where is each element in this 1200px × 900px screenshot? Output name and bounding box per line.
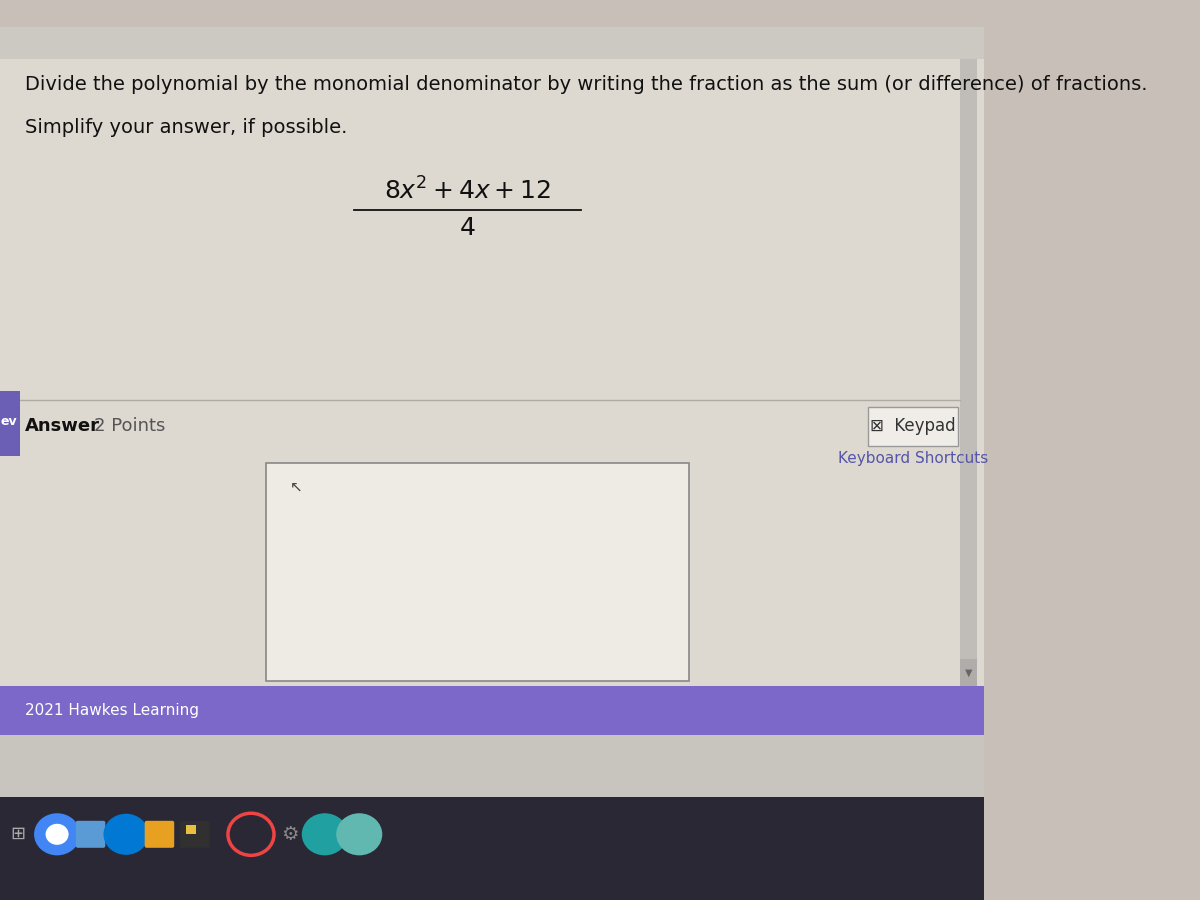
Circle shape <box>103 814 149 855</box>
FancyBboxPatch shape <box>76 821 106 848</box>
FancyBboxPatch shape <box>180 821 210 848</box>
Text: ev: ev <box>0 415 17 428</box>
Text: Keyboard Shortcuts: Keyboard Shortcuts <box>838 451 988 466</box>
Text: 2021 Hawkes Learning: 2021 Hawkes Learning <box>25 703 199 718</box>
Circle shape <box>301 814 348 855</box>
FancyBboxPatch shape <box>0 796 984 900</box>
FancyBboxPatch shape <box>0 392 19 456</box>
Text: ▼: ▼ <box>965 667 972 678</box>
FancyBboxPatch shape <box>265 464 689 681</box>
FancyBboxPatch shape <box>145 821 174 848</box>
FancyBboxPatch shape <box>0 27 984 58</box>
FancyBboxPatch shape <box>960 58 977 686</box>
Circle shape <box>46 824 68 845</box>
Circle shape <box>34 814 80 855</box>
Text: ⊠  Keypad: ⊠ Keypad <box>870 418 955 436</box>
FancyBboxPatch shape <box>868 407 958 446</box>
Circle shape <box>336 814 383 855</box>
FancyBboxPatch shape <box>0 735 984 796</box>
Text: $8x^2 + 4x + 12$: $8x^2 + 4x + 12$ <box>384 177 551 204</box>
FancyBboxPatch shape <box>0 686 984 735</box>
FancyBboxPatch shape <box>0 58 984 686</box>
Text: $4$: $4$ <box>460 216 475 240</box>
FancyBboxPatch shape <box>960 659 977 686</box>
Text: 2 Points: 2 Points <box>94 417 164 435</box>
Text: Answer: Answer <box>25 417 100 435</box>
Text: ⊞: ⊞ <box>10 825 25 843</box>
Text: Simplify your answer, if possible.: Simplify your answer, if possible. <box>25 118 347 137</box>
Text: Divide the polynomial by the monomial denominator by writing the fraction as the: Divide the polynomial by the monomial de… <box>25 75 1147 94</box>
Text: ⚙: ⚙ <box>282 824 299 844</box>
Text: ↖: ↖ <box>290 480 304 495</box>
FancyBboxPatch shape <box>186 825 196 834</box>
